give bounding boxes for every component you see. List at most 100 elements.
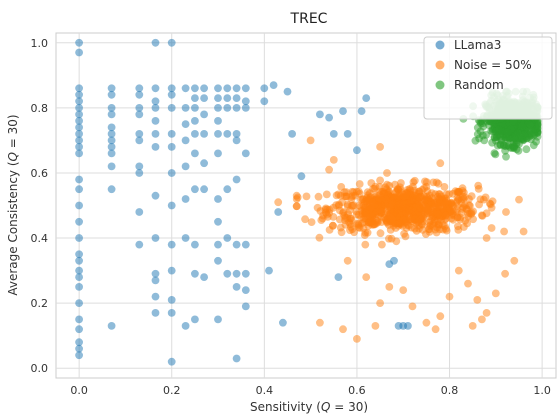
data-point — [436, 312, 445, 321]
data-point — [383, 169, 391, 177]
data-point — [214, 130, 222, 138]
data-point — [343, 200, 352, 209]
series-noise-50- — [274, 136, 528, 343]
data-point — [424, 206, 433, 215]
data-point — [167, 201, 176, 210]
data-point — [75, 175, 83, 184]
data-point — [75, 110, 83, 119]
data-point — [151, 276, 160, 285]
data-points — [75, 38, 542, 366]
data-point — [357, 195, 365, 204]
data-point — [232, 104, 241, 112]
data-point — [135, 130, 144, 138]
data-point — [135, 162, 144, 171]
data-point — [135, 208, 144, 216]
data-point — [353, 335, 361, 343]
data-point — [214, 256, 222, 265]
data-point — [395, 219, 404, 228]
data-point — [402, 189, 411, 198]
data-point — [509, 117, 518, 126]
data-point — [214, 117, 222, 125]
data-point — [467, 192, 476, 201]
data-point — [75, 97, 83, 106]
data-point — [191, 94, 199, 102]
data-point — [329, 156, 338, 164]
data-point — [75, 299, 83, 307]
data-point — [75, 351, 83, 360]
data-point — [347, 193, 356, 201]
data-point — [181, 84, 190, 93]
data-point — [107, 149, 116, 158]
data-point — [167, 240, 176, 249]
data-point — [519, 227, 528, 236]
legend: LLama3 Noise = 50% Random — [423, 36, 553, 120]
data-point — [223, 94, 232, 102]
data-point — [410, 176, 419, 185]
y-tick-label: 0.2 — [31, 297, 49, 310]
data-point — [316, 318, 324, 327]
data-point — [335, 215, 344, 224]
data-point — [341, 192, 349, 201]
data-point — [392, 237, 401, 246]
data-point — [369, 198, 377, 207]
data-point — [265, 266, 273, 275]
data-point — [107, 104, 116, 112]
data-point — [510, 143, 518, 152]
data-point — [107, 123, 116, 132]
data-point — [75, 250, 83, 259]
data-point — [107, 162, 116, 171]
data-point — [459, 193, 467, 201]
data-point — [223, 234, 232, 242]
data-point — [200, 159, 209, 168]
data-point — [487, 224, 496, 232]
data-point — [415, 187, 424, 196]
data-point — [151, 104, 160, 112]
data-point — [313, 203, 322, 212]
data-point — [75, 344, 83, 353]
data-point — [388, 209, 396, 218]
data-point — [107, 143, 116, 151]
data-point — [456, 215, 465, 224]
data-point — [232, 240, 241, 249]
legend-label: LLama3 — [454, 38, 501, 52]
data-point — [425, 212, 434, 221]
data-point — [75, 136, 83, 145]
data-point — [329, 221, 337, 230]
data-point — [302, 192, 311, 201]
data-point — [241, 84, 250, 93]
data-point — [223, 130, 232, 138]
data-point — [200, 185, 209, 194]
data-point — [200, 130, 209, 138]
data-point — [396, 183, 404, 192]
x-tick-label: 0.6 — [348, 384, 366, 397]
data-point — [381, 195, 390, 204]
data-point — [369, 185, 377, 193]
data-point — [181, 322, 190, 330]
data-point — [167, 104, 176, 112]
data-point — [343, 130, 352, 138]
data-point — [75, 117, 83, 125]
data-point — [107, 130, 116, 138]
data-point — [241, 286, 250, 294]
data-point — [385, 283, 394, 291]
data-point — [448, 209, 457, 218]
data-point — [375, 205, 384, 214]
x-tick-label: 1.0 — [533, 384, 551, 397]
data-point — [478, 212, 487, 220]
data-point — [232, 269, 241, 278]
data-point — [75, 143, 83, 151]
data-point — [408, 302, 417, 311]
legend-marker — [435, 60, 445, 70]
data-point — [214, 217, 222, 226]
data-point — [482, 234, 491, 242]
data-point — [151, 97, 160, 106]
data-point — [191, 149, 199, 158]
data-point — [434, 210, 442, 218]
x-tick-label: 0.4 — [256, 384, 274, 397]
data-point — [329, 130, 338, 138]
data-point — [406, 215, 415, 224]
data-point — [437, 192, 446, 201]
data-point — [167, 266, 176, 275]
data-point — [232, 84, 241, 93]
data-point — [181, 120, 190, 128]
